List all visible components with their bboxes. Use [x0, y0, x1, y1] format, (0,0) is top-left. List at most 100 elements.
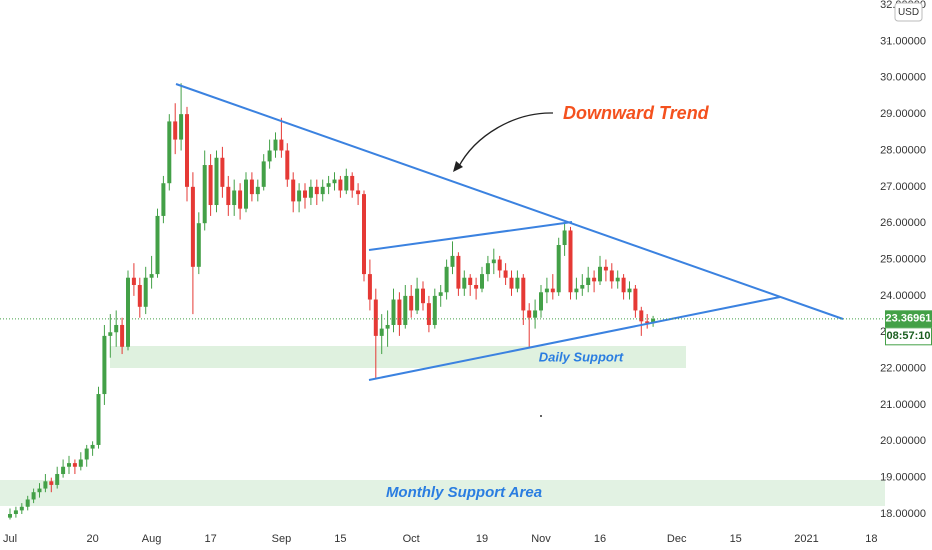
y-tick-label: 24.00000 [880, 290, 926, 302]
y-tick-label: 26.00000 [880, 217, 926, 229]
candle-body [627, 288, 632, 293]
candle-body [621, 277, 626, 293]
candle-body [37, 488, 42, 493]
candle-body [25, 499, 30, 507]
candle-body [485, 263, 490, 275]
candle-body [273, 139, 278, 151]
candle-body [609, 270, 614, 282]
candle-body [96, 394, 101, 445]
y-tick-label: 29.00000 [880, 108, 926, 120]
candle-body [438, 292, 443, 296]
candle-body [155, 215, 160, 275]
candle-body [456, 255, 461, 289]
candle-body [568, 230, 573, 293]
candle-body [415, 288, 420, 311]
candle-body [67, 463, 71, 467]
daily-label: Daily Support [539, 349, 624, 364]
candle-body [291, 179, 296, 202]
candle-body [344, 175, 349, 191]
candle-body [297, 190, 302, 202]
x-tick-label: Nov [531, 533, 551, 545]
candle-body [126, 277, 130, 347]
candle-body [503, 270, 508, 278]
candle-body [480, 274, 484, 289]
candle-body [279, 139, 284, 151]
candle-body [444, 266, 449, 293]
candle-body [615, 277, 620, 282]
candle-body [137, 284, 142, 307]
candle-body [421, 288, 425, 304]
x-tick-label: Sep [272, 533, 292, 545]
candle-body [43, 481, 48, 489]
candle-body [285, 150, 290, 180]
x-tick-label: Dec [667, 533, 687, 545]
candle-body [515, 277, 520, 289]
candle-body [190, 186, 195, 267]
candle-body [179, 114, 184, 140]
y-tick-label: 30.00000 [880, 72, 926, 84]
candle-body [592, 277, 597, 282]
currency-box [894, 2, 923, 22]
candle-body [267, 150, 272, 162]
candle-body [574, 288, 579, 293]
candle-body [196, 223, 201, 267]
candle-body [255, 186, 260, 195]
candle-body [244, 179, 248, 209]
monthly-zone [0, 480, 885, 506]
candle-body [84, 448, 89, 460]
candle-body [308, 186, 313, 198]
candle-body [326, 183, 331, 187]
monthly-label: Monthly Support Area [386, 484, 542, 501]
candle-body [562, 230, 567, 246]
candle-body [78, 459, 83, 467]
candle-body [31, 492, 36, 500]
candle-body [397, 299, 402, 325]
candle-body [19, 506, 24, 511]
candle-body [639, 310, 644, 322]
candle-body [497, 259, 502, 271]
candle-body [61, 466, 66, 475]
x-tick-label: Oct [403, 533, 420, 545]
candle-body [367, 274, 372, 300]
candle-body [320, 186, 325, 195]
y-tick-label: 27.00000 [880, 181, 926, 193]
candle-body [491, 259, 496, 264]
candle-body [226, 186, 231, 206]
trend-label: Downward Trend [563, 103, 710, 123]
candle-body [338, 179, 343, 191]
candle-body [586, 277, 591, 285]
candle-body [261, 161, 266, 187]
candle-body [208, 165, 213, 206]
candle-body [90, 444, 95, 449]
x-tick-label: Jul [3, 533, 17, 545]
x-tick-label: 15 [730, 533, 742, 545]
candle-body [474, 284, 479, 289]
candle-body [379, 328, 384, 336]
candle-body [108, 332, 113, 336]
candle-body [332, 179, 337, 184]
candle-body [468, 277, 473, 285]
candle-body [362, 194, 366, 275]
candle-body [185, 114, 189, 187]
candle-body [202, 165, 207, 224]
x-tick-label: 18 [865, 533, 877, 545]
candle-body [167, 121, 172, 184]
candle-body [385, 324, 390, 329]
candle-body [539, 292, 543, 311]
candle-body [450, 255, 455, 267]
x-tick-label: 17 [204, 533, 216, 545]
candle-body [509, 277, 514, 289]
x-tick-label: 20 [86, 533, 98, 545]
x-tick-label: 19 [476, 533, 488, 545]
candle-body [633, 288, 638, 311]
candle-body [645, 321, 650, 324]
candle-body [598, 266, 602, 282]
candle-body [314, 186, 319, 195]
y-tick-label: 22.00000 [880, 363, 926, 375]
arrow-head [453, 161, 463, 172]
candle-body [173, 121, 178, 140]
y-tick-label: 19.00000 [880, 472, 926, 484]
candle-body [603, 266, 608, 271]
x-tick-label: 2021 [794, 533, 818, 545]
